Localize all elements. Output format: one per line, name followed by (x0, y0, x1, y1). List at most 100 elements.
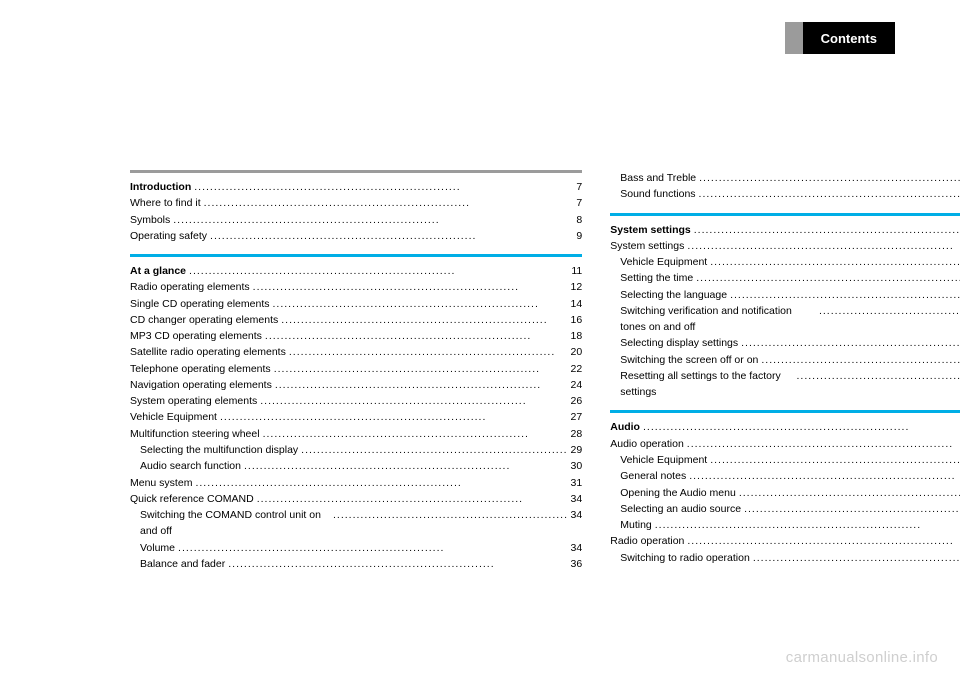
toc-page: 7 (576, 179, 582, 195)
toc-entry: Satellite radio operating elements 20 (130, 344, 582, 360)
toc-label: Switching the screen off or on (620, 352, 758, 368)
toc-label: Where to find it (130, 195, 201, 211)
toc-label: General notes (620, 468, 686, 484)
toc-leader (263, 426, 568, 442)
toc-label: Vehicle Equipment (620, 254, 707, 270)
toc-page: 20 (571, 344, 583, 360)
toc-label: Audio search function (140, 458, 241, 474)
toc-leader (244, 458, 568, 474)
toc-label: Selecting display settings (620, 335, 738, 351)
section-rule (130, 170, 582, 173)
toc-label: Symbols (130, 212, 170, 228)
toc-entry: MP3 CD operating elements18 (130, 328, 582, 344)
toc-entry: Audio45 (610, 419, 960, 435)
toc-label: Balance and fader (140, 556, 225, 572)
toc-label: At a glance (130, 263, 186, 279)
toc-label: System operating elements (130, 393, 257, 409)
toc-page: 26 (571, 393, 583, 409)
toc-leader (301, 442, 567, 458)
toc-leader (253, 279, 568, 295)
toc-entry: Selecting the multifunction display29 (130, 442, 582, 458)
toc-leader (687, 533, 960, 549)
toc-column: Introduction7Where to find it7Symbols8Op… (130, 170, 582, 593)
toc-leader (273, 296, 568, 312)
toc-label: Selecting the language (620, 287, 727, 303)
toc-leader (260, 393, 567, 409)
toc-leader (228, 556, 567, 572)
toc-leader (275, 377, 568, 393)
toc-leader (281, 312, 567, 328)
toc-entry: Radio operation48 (610, 533, 960, 549)
toc-entry: Muting47 (610, 517, 960, 533)
toc-page: 9 (576, 228, 582, 244)
section-rule (610, 410, 960, 413)
toc-label: Multifunction steering wheel (130, 426, 260, 442)
toc-leader (173, 212, 573, 228)
toc-leader (210, 228, 573, 244)
toc-entry: Selecting the language41 (610, 287, 960, 303)
toc-label: Sound functions (620, 186, 695, 202)
toc-label: System settings (610, 222, 691, 238)
toc-entry: Audio search function 30 (130, 458, 582, 474)
toc-entry: Switching to radio operation48 (610, 550, 960, 566)
toc-leader (178, 540, 568, 556)
toc-label: Quick reference COMAND (130, 491, 254, 507)
toc-page: 29 (571, 442, 583, 458)
toc-page: 8 (576, 212, 582, 228)
toc-label: Switching the COMAND control unit on and… (140, 507, 330, 540)
toc-entry: Selecting display settings42 (610, 335, 960, 351)
toc-page: 12 (571, 279, 583, 295)
toc-entry: Menu system31 (130, 475, 582, 491)
toc-entry: Opening the Audio menu46 (610, 485, 960, 501)
toc-leader (710, 254, 960, 270)
toc-entry: Radio operating elements 12 (130, 279, 582, 295)
toc-page: 36 (571, 556, 583, 572)
toc-page: 27 (571, 409, 583, 425)
toc-entry: Telephone operating elements22 (130, 361, 582, 377)
toc-label: Switching to radio operation (620, 550, 750, 566)
toc-leader (655, 517, 960, 533)
toc-leader (643, 419, 960, 435)
toc-label: Selecting an audio source (620, 501, 741, 517)
toc-label: Satellite radio operating elements (130, 344, 286, 360)
toc-leader (739, 485, 960, 501)
toc-leader (699, 170, 960, 186)
toc-entry: Switching verification and notification … (610, 303, 960, 336)
toc-entry: Operating safety9 (130, 228, 582, 244)
toc-label: Menu system (130, 475, 192, 491)
toc-entry: Switching the screen off or on43 (610, 352, 960, 368)
toc-columns: Introduction7Where to find it7Symbols8Op… (130, 170, 895, 593)
toc-entry: At a glance 11 (130, 263, 582, 279)
toc-label: Muting (620, 517, 652, 533)
toc-entry: Audio operation46 (610, 436, 960, 452)
toc-label: Vehicle Equipment (130, 409, 217, 425)
toc-entry: General notes46 (610, 468, 960, 484)
toc-label: Navigation operating elements (130, 377, 272, 393)
toc-leader (741, 335, 960, 351)
toc-entry: Vehicle Equipment40 (610, 254, 960, 270)
toc-leader (744, 501, 960, 517)
section-rule (610, 213, 960, 216)
toc-leader (333, 507, 568, 540)
toc-leader (797, 368, 960, 401)
toc-entry: Balance and fader 36 (130, 556, 582, 572)
watermark: carmanualsonline.info (786, 649, 938, 666)
toc-label: Single CD operating elements (130, 296, 270, 312)
toc-label: Radio operating elements (130, 279, 250, 295)
toc-label: Opening the Audio menu (620, 485, 736, 501)
toc-page: 30 (571, 458, 583, 474)
toc-label: System settings (610, 238, 684, 254)
toc-entry: Volume34 (130, 540, 582, 556)
toc-leader (710, 452, 960, 468)
toc-leader (195, 475, 567, 491)
toc-entry: Selecting an audio source47 (610, 501, 960, 517)
toc-entry: Navigation operating elements24 (130, 377, 582, 393)
toc-leader (699, 186, 960, 202)
toc-entry: Multifunction steering wheel28 (130, 426, 582, 442)
toc-page: 11 (571, 263, 582, 279)
toc-page: 34 (571, 507, 583, 540)
header-accent (785, 22, 803, 54)
toc-label: Audio operation (610, 436, 684, 452)
toc-leader (753, 550, 960, 566)
toc-page: 34 (571, 540, 583, 556)
